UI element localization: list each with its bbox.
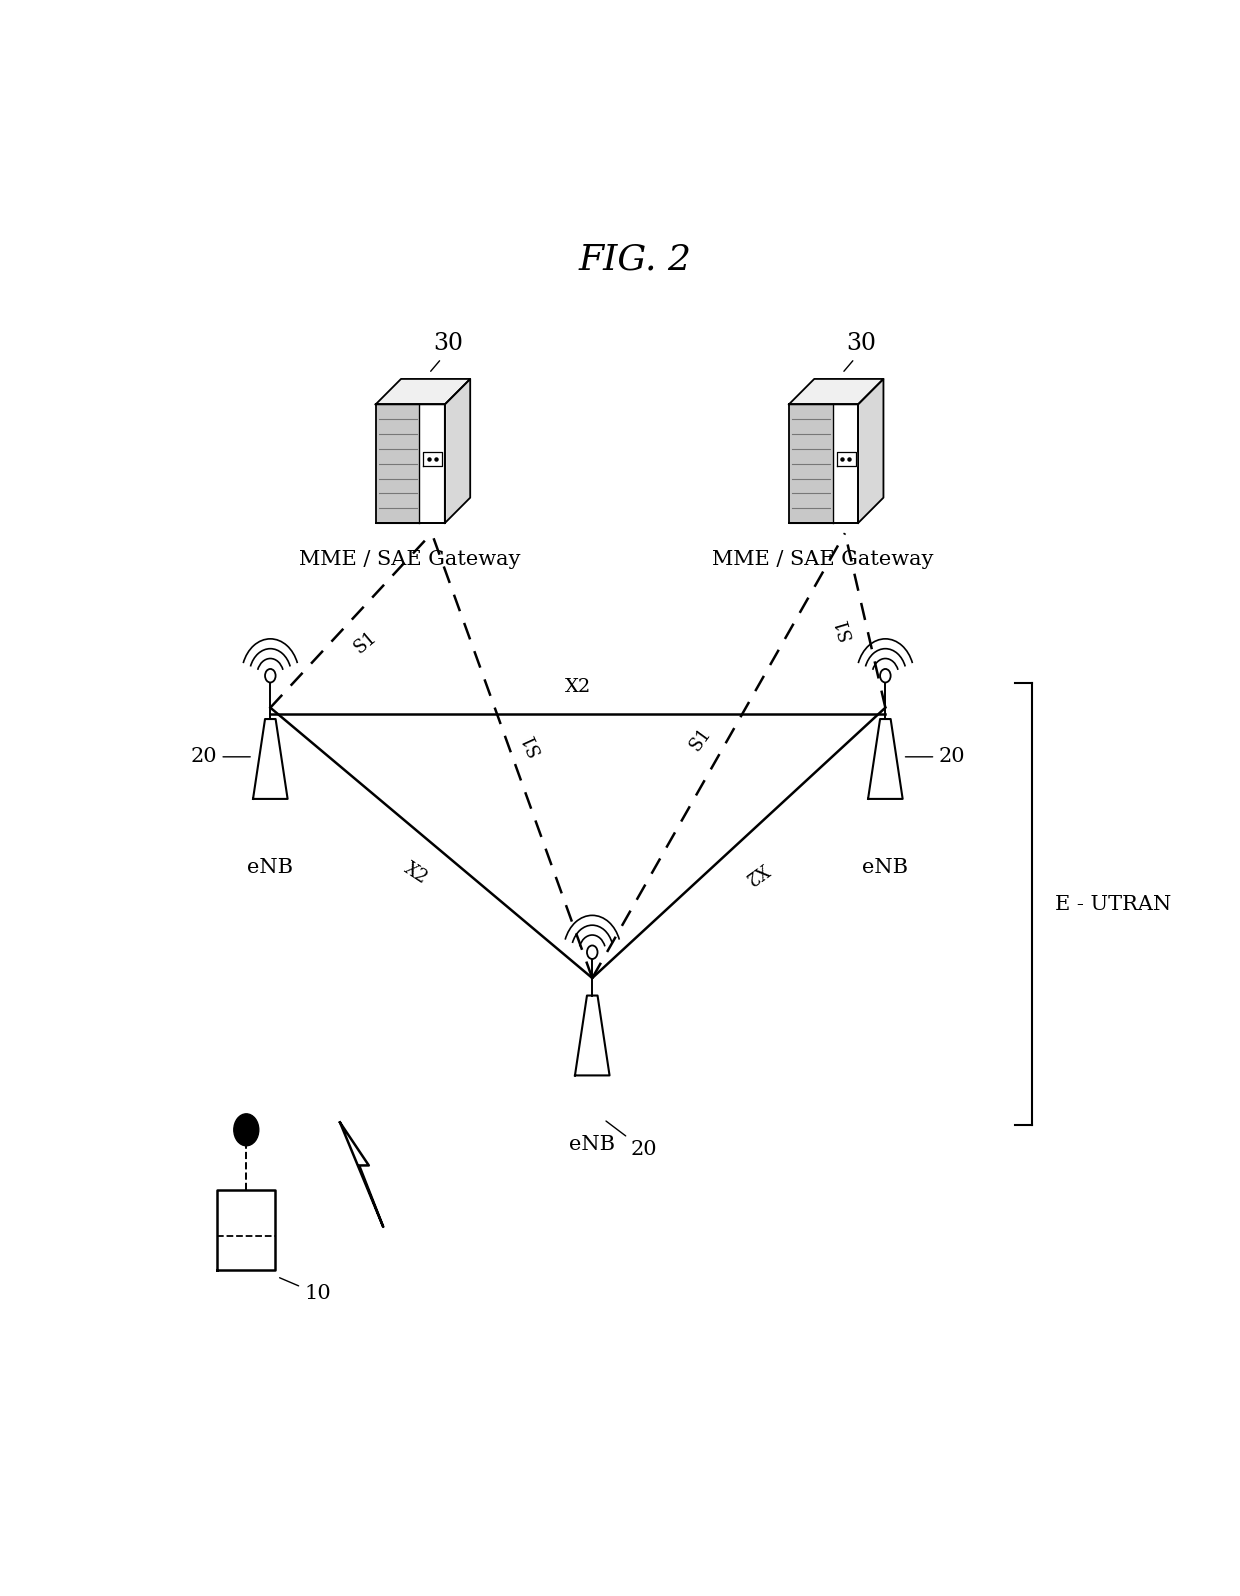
- Text: eNB: eNB: [862, 857, 909, 876]
- Polygon shape: [837, 452, 856, 466]
- Polygon shape: [789, 404, 833, 523]
- Polygon shape: [376, 404, 419, 523]
- Text: 20: 20: [606, 1120, 657, 1159]
- Text: 20: 20: [191, 747, 250, 766]
- Text: S1: S1: [351, 627, 381, 656]
- Text: S1: S1: [832, 614, 856, 643]
- Text: S1: S1: [687, 725, 715, 753]
- Text: 30: 30: [433, 332, 463, 354]
- Text: E - UTRAN: E - UTRAN: [1055, 895, 1172, 915]
- Text: MME / SAE Gateway: MME / SAE Gateway: [299, 551, 521, 570]
- Polygon shape: [575, 996, 610, 1076]
- Text: MME / SAE Gateway: MME / SAE Gateway: [712, 551, 934, 570]
- Polygon shape: [217, 1191, 275, 1270]
- Text: 10: 10: [279, 1278, 331, 1304]
- Text: eNB: eNB: [247, 857, 294, 876]
- Polygon shape: [858, 378, 883, 523]
- Text: FIG. 2: FIG. 2: [579, 243, 692, 276]
- Text: S1: S1: [518, 729, 546, 758]
- Circle shape: [587, 945, 598, 959]
- Circle shape: [880, 669, 890, 683]
- Polygon shape: [789, 378, 883, 404]
- Text: 30: 30: [847, 332, 877, 354]
- Polygon shape: [253, 720, 288, 800]
- Text: eNB: eNB: [569, 1135, 615, 1154]
- Text: X2: X2: [564, 678, 591, 696]
- Polygon shape: [833, 404, 858, 523]
- Circle shape: [234, 1114, 259, 1146]
- Polygon shape: [868, 720, 903, 800]
- Polygon shape: [376, 378, 470, 404]
- Text: X2: X2: [401, 860, 430, 887]
- Polygon shape: [423, 452, 443, 466]
- Text: X2: X2: [740, 859, 771, 887]
- Text: 20: 20: [905, 747, 965, 766]
- Polygon shape: [419, 404, 445, 523]
- Circle shape: [265, 669, 275, 683]
- Polygon shape: [445, 378, 470, 523]
